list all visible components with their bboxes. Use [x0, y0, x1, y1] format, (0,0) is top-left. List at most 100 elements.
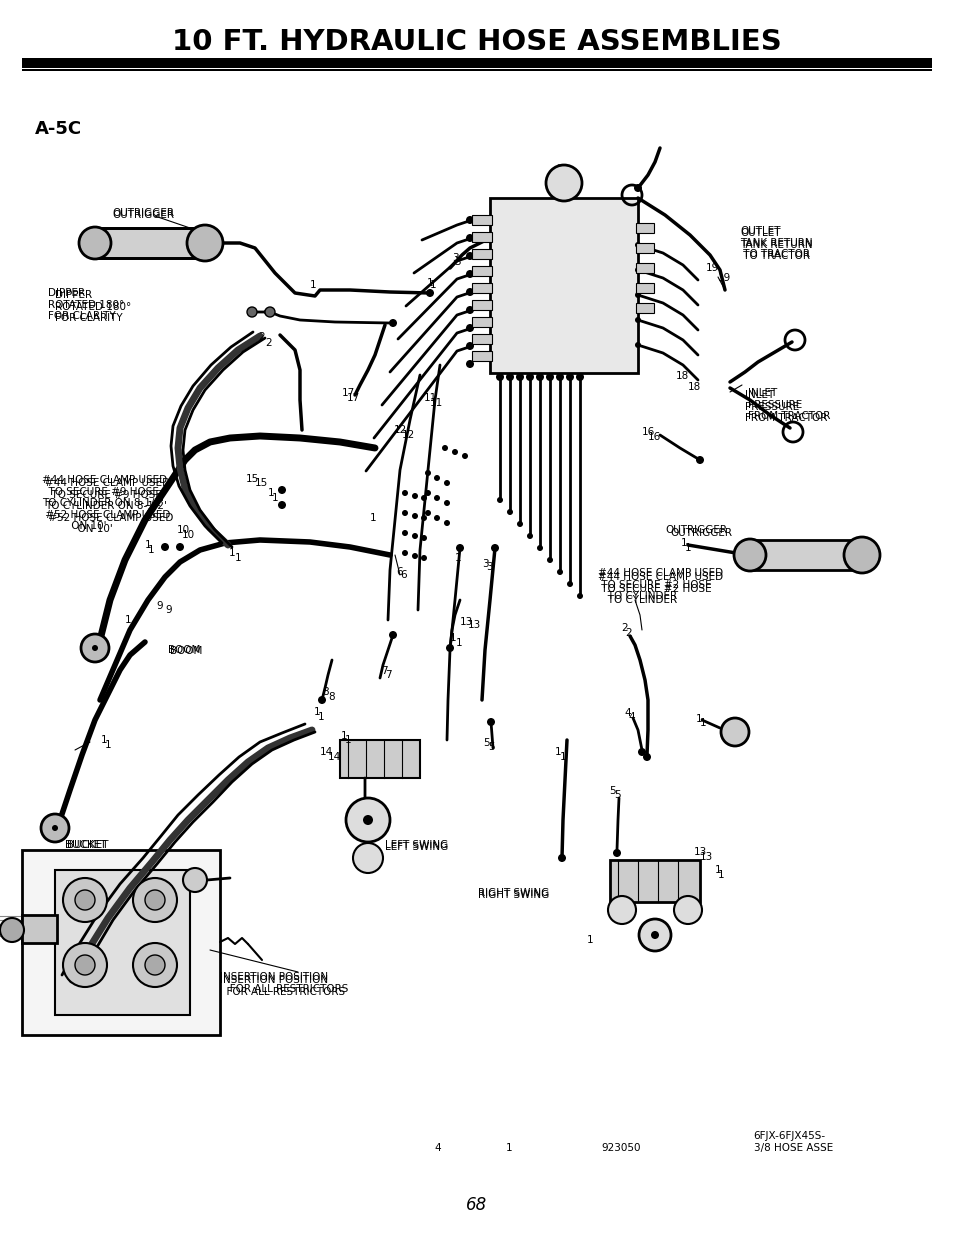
Text: 13: 13 — [700, 852, 713, 862]
Text: 1: 1 — [430, 280, 436, 290]
Circle shape — [424, 510, 431, 516]
Circle shape — [576, 373, 583, 382]
Text: 2: 2 — [265, 338, 272, 348]
Text: 13: 13 — [459, 618, 472, 627]
Text: 5: 5 — [488, 742, 494, 752]
Circle shape — [63, 944, 107, 987]
Text: 7: 7 — [380, 666, 387, 676]
Bar — [472, 283, 492, 293]
Circle shape — [720, 718, 748, 746]
Circle shape — [635, 317, 640, 324]
Bar — [636, 224, 654, 233]
Circle shape — [506, 509, 513, 515]
Text: 8: 8 — [322, 687, 329, 697]
Circle shape — [465, 252, 474, 261]
Circle shape — [650, 931, 659, 939]
Text: 1: 1 — [317, 713, 324, 722]
Text: #44 HOSE CLAMP USED
  TO SECURE #9 HOSE
TO CYLINDER ON 8-1/2'
 #52 HOSE CLAMP US: #44 HOSE CLAMP USED TO SECURE #9 HOSE TO… — [45, 478, 173, 535]
Circle shape — [465, 233, 474, 242]
Circle shape — [486, 718, 495, 726]
Circle shape — [461, 453, 468, 459]
Bar — [339, 740, 419, 778]
Text: DIPPER
ROTATED 180°
FOR CLARITY: DIPPER ROTATED 180° FOR CLARITY — [55, 290, 132, 324]
Circle shape — [465, 216, 474, 224]
Circle shape — [81, 634, 109, 662]
Circle shape — [639, 919, 670, 951]
Bar — [95, 228, 205, 258]
Circle shape — [478, 303, 484, 308]
Text: LEFT SWING: LEFT SWING — [385, 842, 448, 852]
Bar — [55, 869, 190, 1015]
Circle shape — [565, 373, 574, 382]
Circle shape — [478, 336, 484, 342]
Circle shape — [456, 543, 463, 552]
Circle shape — [401, 490, 408, 496]
Text: 1: 1 — [700, 718, 706, 727]
Text: BOOM: BOOM — [170, 646, 202, 656]
Text: 1: 1 — [229, 548, 235, 558]
Text: 10: 10 — [182, 530, 195, 540]
Text: 1: 1 — [505, 1144, 512, 1153]
Circle shape — [412, 513, 417, 519]
Circle shape — [641, 245, 647, 251]
Circle shape — [613, 848, 620, 857]
Text: OUTLET
TANK RETURN
 TO TRACTOR: OUTLET TANK RETURN TO TRACTOR — [740, 228, 812, 261]
Circle shape — [465, 324, 474, 332]
Circle shape — [248, 308, 255, 316]
Text: 1: 1 — [314, 706, 320, 718]
Circle shape — [558, 853, 565, 862]
Text: 6: 6 — [399, 571, 406, 580]
Circle shape — [412, 534, 417, 538]
Circle shape — [75, 890, 95, 910]
Text: 5: 5 — [483, 739, 490, 748]
Bar — [472, 317, 492, 327]
Circle shape — [420, 515, 427, 521]
Circle shape — [517, 521, 522, 527]
Text: 3/8 HOSE ASSE: 3/8 HOSE ASSE — [753, 1144, 832, 1153]
Circle shape — [491, 543, 498, 552]
Circle shape — [641, 266, 647, 270]
Bar — [636, 283, 654, 293]
Text: 1: 1 — [559, 752, 566, 762]
Circle shape — [577, 593, 582, 599]
Text: 10: 10 — [176, 525, 190, 535]
Text: 1: 1 — [554, 747, 560, 757]
Circle shape — [145, 890, 165, 910]
Text: 1: 1 — [340, 731, 347, 741]
Text: BUCKET: BUCKET — [67, 840, 109, 850]
Text: 18: 18 — [687, 382, 700, 391]
Text: 7: 7 — [385, 671, 392, 680]
Text: 16: 16 — [647, 432, 660, 442]
Circle shape — [641, 225, 647, 231]
Text: 1: 1 — [268, 488, 274, 498]
Circle shape — [465, 306, 474, 314]
Circle shape — [545, 373, 554, 382]
Text: 1: 1 — [680, 538, 686, 548]
Circle shape — [412, 493, 417, 499]
Text: BUCKET: BUCKET — [65, 840, 107, 850]
Text: 923050: 923050 — [600, 1144, 639, 1153]
Circle shape — [183, 868, 207, 892]
Circle shape — [443, 500, 450, 506]
Circle shape — [557, 569, 562, 576]
Circle shape — [642, 753, 650, 761]
Text: #44 HOSE CLAMP USED
 TO SECURE #2 HOSE
   TO CYLINDER: #44 HOSE CLAMP USED TO SECURE #2 HOSE TO… — [598, 572, 722, 605]
Text: 13: 13 — [468, 620, 480, 630]
Bar — [95, 228, 205, 258]
Text: 16: 16 — [640, 427, 654, 437]
Bar — [636, 263, 654, 273]
Circle shape — [452, 450, 457, 454]
Circle shape — [635, 242, 640, 248]
Text: RIGHT SWING: RIGHT SWING — [477, 890, 549, 900]
Circle shape — [556, 373, 563, 382]
Bar — [22, 69, 931, 70]
Text: 1: 1 — [345, 735, 352, 745]
Circle shape — [465, 359, 474, 368]
Text: 1: 1 — [310, 280, 316, 290]
Circle shape — [434, 495, 439, 501]
Bar — [22, 915, 57, 944]
Text: OUTRIGGER: OUTRIGGER — [112, 207, 173, 219]
Circle shape — [478, 285, 484, 291]
Circle shape — [843, 537, 879, 573]
Text: 1: 1 — [234, 553, 241, 563]
